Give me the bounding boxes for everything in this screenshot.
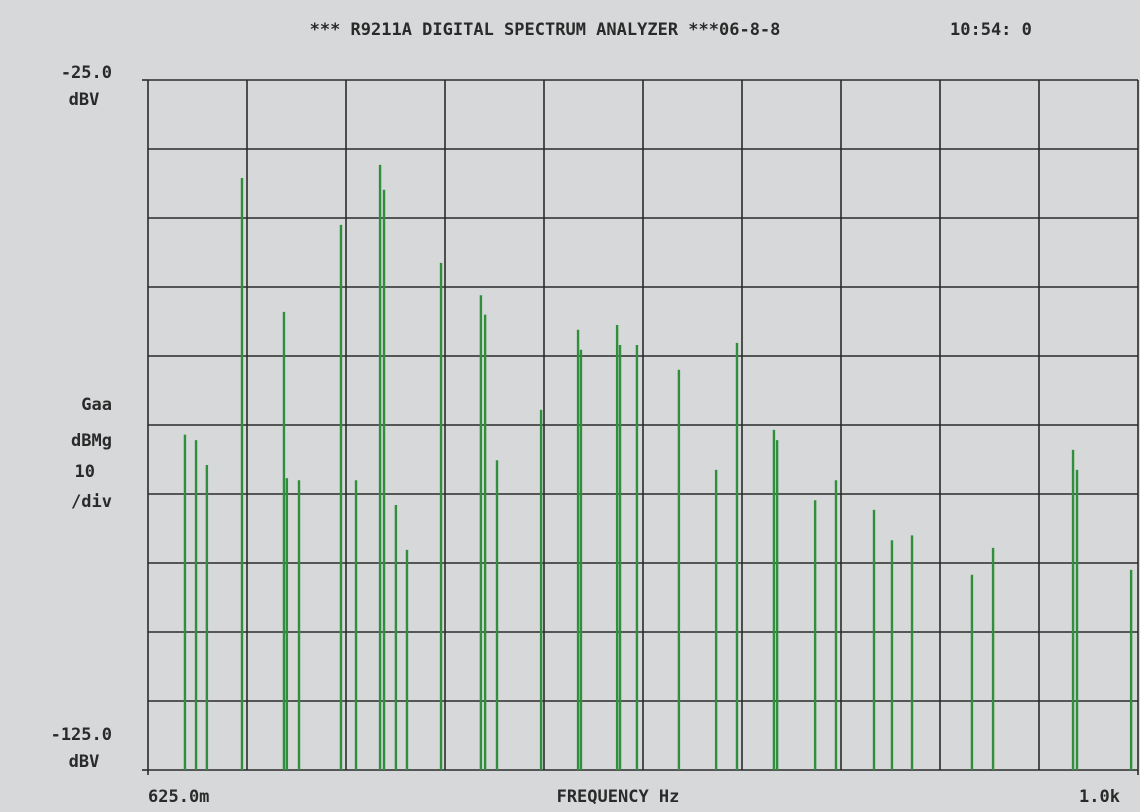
y-unit: dBV xyxy=(69,90,100,110)
time: 10:54: 0 xyxy=(950,20,1032,40)
scale-label: Gaa xyxy=(81,395,112,415)
x-tick-label: 625.0m xyxy=(148,787,209,807)
scale-label: dBMg xyxy=(71,431,112,451)
x-axis-label: FREQUENCY Hz xyxy=(557,787,680,807)
scale-label: 10 xyxy=(75,462,95,482)
scale-label: /div xyxy=(71,492,112,512)
y-unit: dBV xyxy=(69,752,100,772)
y-tick-label: -25.0 xyxy=(61,63,112,83)
y-tick-label: -125.0 xyxy=(51,725,112,745)
analyzer-screen: *** R9211A DIGITAL SPECTRUM ANALYZER ***… xyxy=(0,0,1140,812)
chart-title: *** R9211A DIGITAL SPECTRUM ANALYZER ***… xyxy=(310,20,781,40)
x-tick-label: 1.0k xyxy=(1079,787,1120,807)
